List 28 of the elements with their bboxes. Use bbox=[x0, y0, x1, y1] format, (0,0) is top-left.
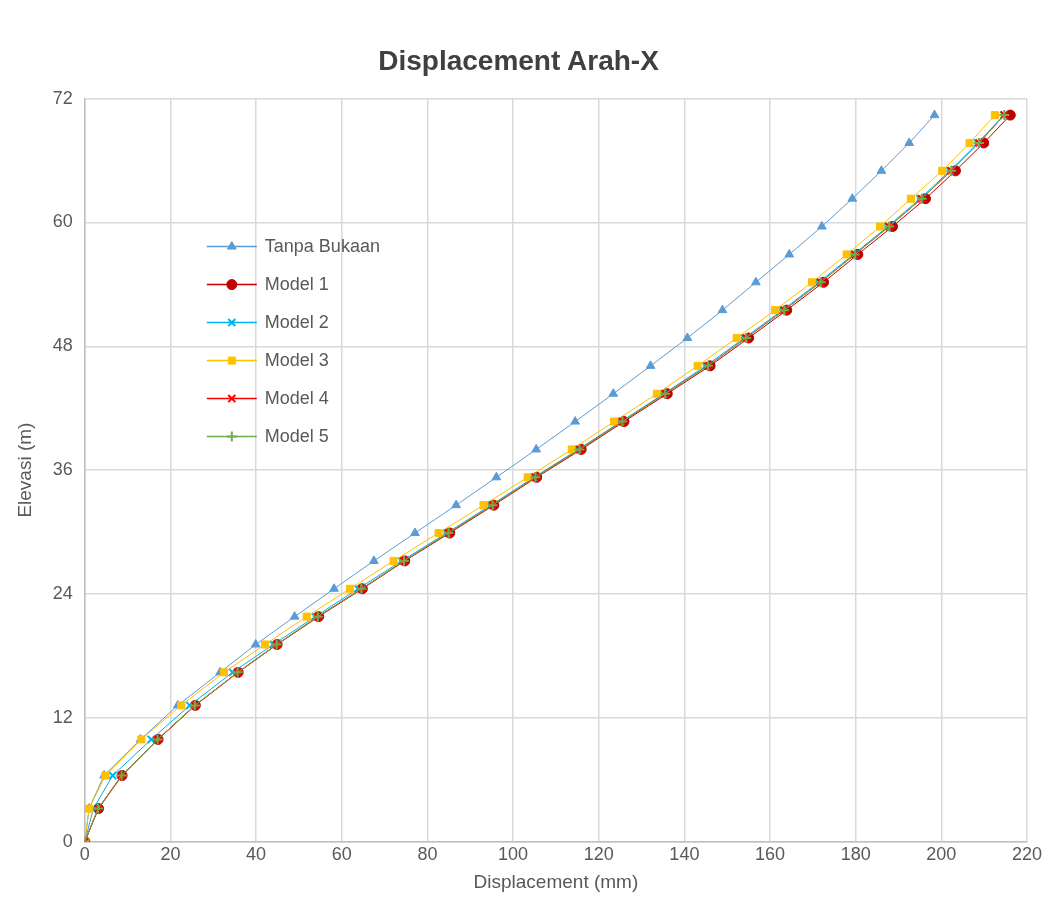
y-tick-label: 24 bbox=[52, 582, 73, 603]
x-tick-label: 140 bbox=[669, 844, 700, 865]
x-tick-label: 40 bbox=[246, 844, 267, 865]
legend-label: Model 5 bbox=[264, 425, 329, 446]
x-tick-label: 60 bbox=[331, 844, 352, 865]
legend-label: Model 2 bbox=[264, 311, 329, 332]
x-tick-label: 220 bbox=[1011, 844, 1043, 865]
y-tick-label: 60 bbox=[52, 211, 73, 232]
legend-label: Tanpa Bukaan bbox=[264, 235, 380, 256]
legend-label: Model 3 bbox=[264, 349, 329, 370]
x-axis-title: Displacement (mm) bbox=[473, 870, 639, 892]
x-tick-label: 20 bbox=[160, 844, 181, 865]
x-tick-label: 100 bbox=[498, 844, 529, 865]
legend-label: Model 1 bbox=[264, 273, 329, 294]
x-tick-label: 180 bbox=[840, 844, 871, 865]
x-tick-label: 120 bbox=[583, 844, 614, 865]
y-tick-label: 36 bbox=[52, 459, 73, 480]
y-tick-label: 12 bbox=[52, 706, 73, 727]
y-tick-label: 72 bbox=[52, 87, 73, 108]
x-tick-label: 80 bbox=[417, 844, 438, 865]
x-tick-label: 0 bbox=[79, 844, 90, 865]
x-tick-label: 200 bbox=[926, 844, 957, 865]
y-tick-label: 0 bbox=[62, 830, 73, 851]
chart-title: Displacement Arah-X bbox=[378, 44, 660, 76]
legend-label: Model 4 bbox=[264, 387, 329, 408]
y-axis-title: Elevasi (m) bbox=[13, 422, 35, 518]
y-tick-label: 48 bbox=[52, 335, 73, 356]
x-tick-label: 160 bbox=[755, 844, 786, 865]
